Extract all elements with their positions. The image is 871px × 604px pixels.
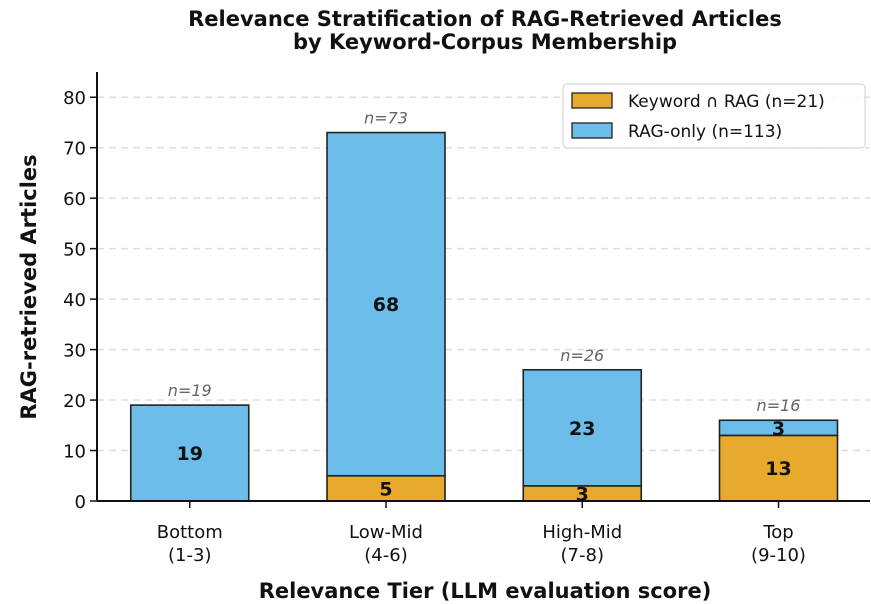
x-tick-label: Top (9-10)	[751, 522, 806, 566]
x-tick-label: Bottom (1-3)	[157, 522, 223, 566]
x-axis-label: Relevance Tier (LLM evaluation score)	[259, 579, 712, 603]
total-label: n=73	[364, 109, 408, 128]
bar-segment	[718, 419, 839, 437]
total-label: n=19	[168, 381, 212, 400]
y-tick-label: 0	[75, 492, 86, 513]
y-tick-label: 10	[63, 442, 86, 463]
y-tick-label: 20	[63, 391, 86, 412]
x-tick-label: High-Mid (7-8)	[542, 522, 622, 566]
bar-segment	[129, 404, 250, 502]
total-label: n=26	[560, 346, 604, 365]
total-label: n=16	[757, 396, 801, 415]
legend-label: Keyword ∩ RAG (n=21)	[628, 92, 825, 112]
y-tick-label: 50	[63, 240, 86, 261]
legend-box	[562, 83, 866, 149]
data-label: 3	[772, 418, 785, 440]
y-tick-label: 80	[63, 88, 86, 109]
y-tick-label: 70	[63, 139, 86, 160]
y-tick-label: 40	[63, 290, 86, 311]
chart-title: Relevance Stratification of RAG-Retrieve…	[188, 7, 782, 54]
x-tick-label: Low-Mid (4-6)	[349, 522, 423, 566]
y-tick-label: 60	[63, 189, 86, 210]
legend-swatch	[571, 122, 613, 139]
bar-segment	[326, 131, 446, 477]
data-label: 3	[576, 483, 589, 505]
data-label: 68	[373, 294, 399, 316]
data-label: 5	[379, 478, 392, 500]
legend-label: RAG-only (n=113)	[628, 122, 782, 142]
data-label: 13	[765, 458, 791, 480]
legend-swatch	[571, 92, 613, 109]
data-label: 19	[177, 443, 203, 465]
y-axis-label: RAG-retrieved Articles	[17, 154, 41, 419]
y-tick-label: 30	[63, 341, 86, 362]
data-label: 23	[569, 418, 595, 440]
bar-segment	[522, 368, 643, 487]
